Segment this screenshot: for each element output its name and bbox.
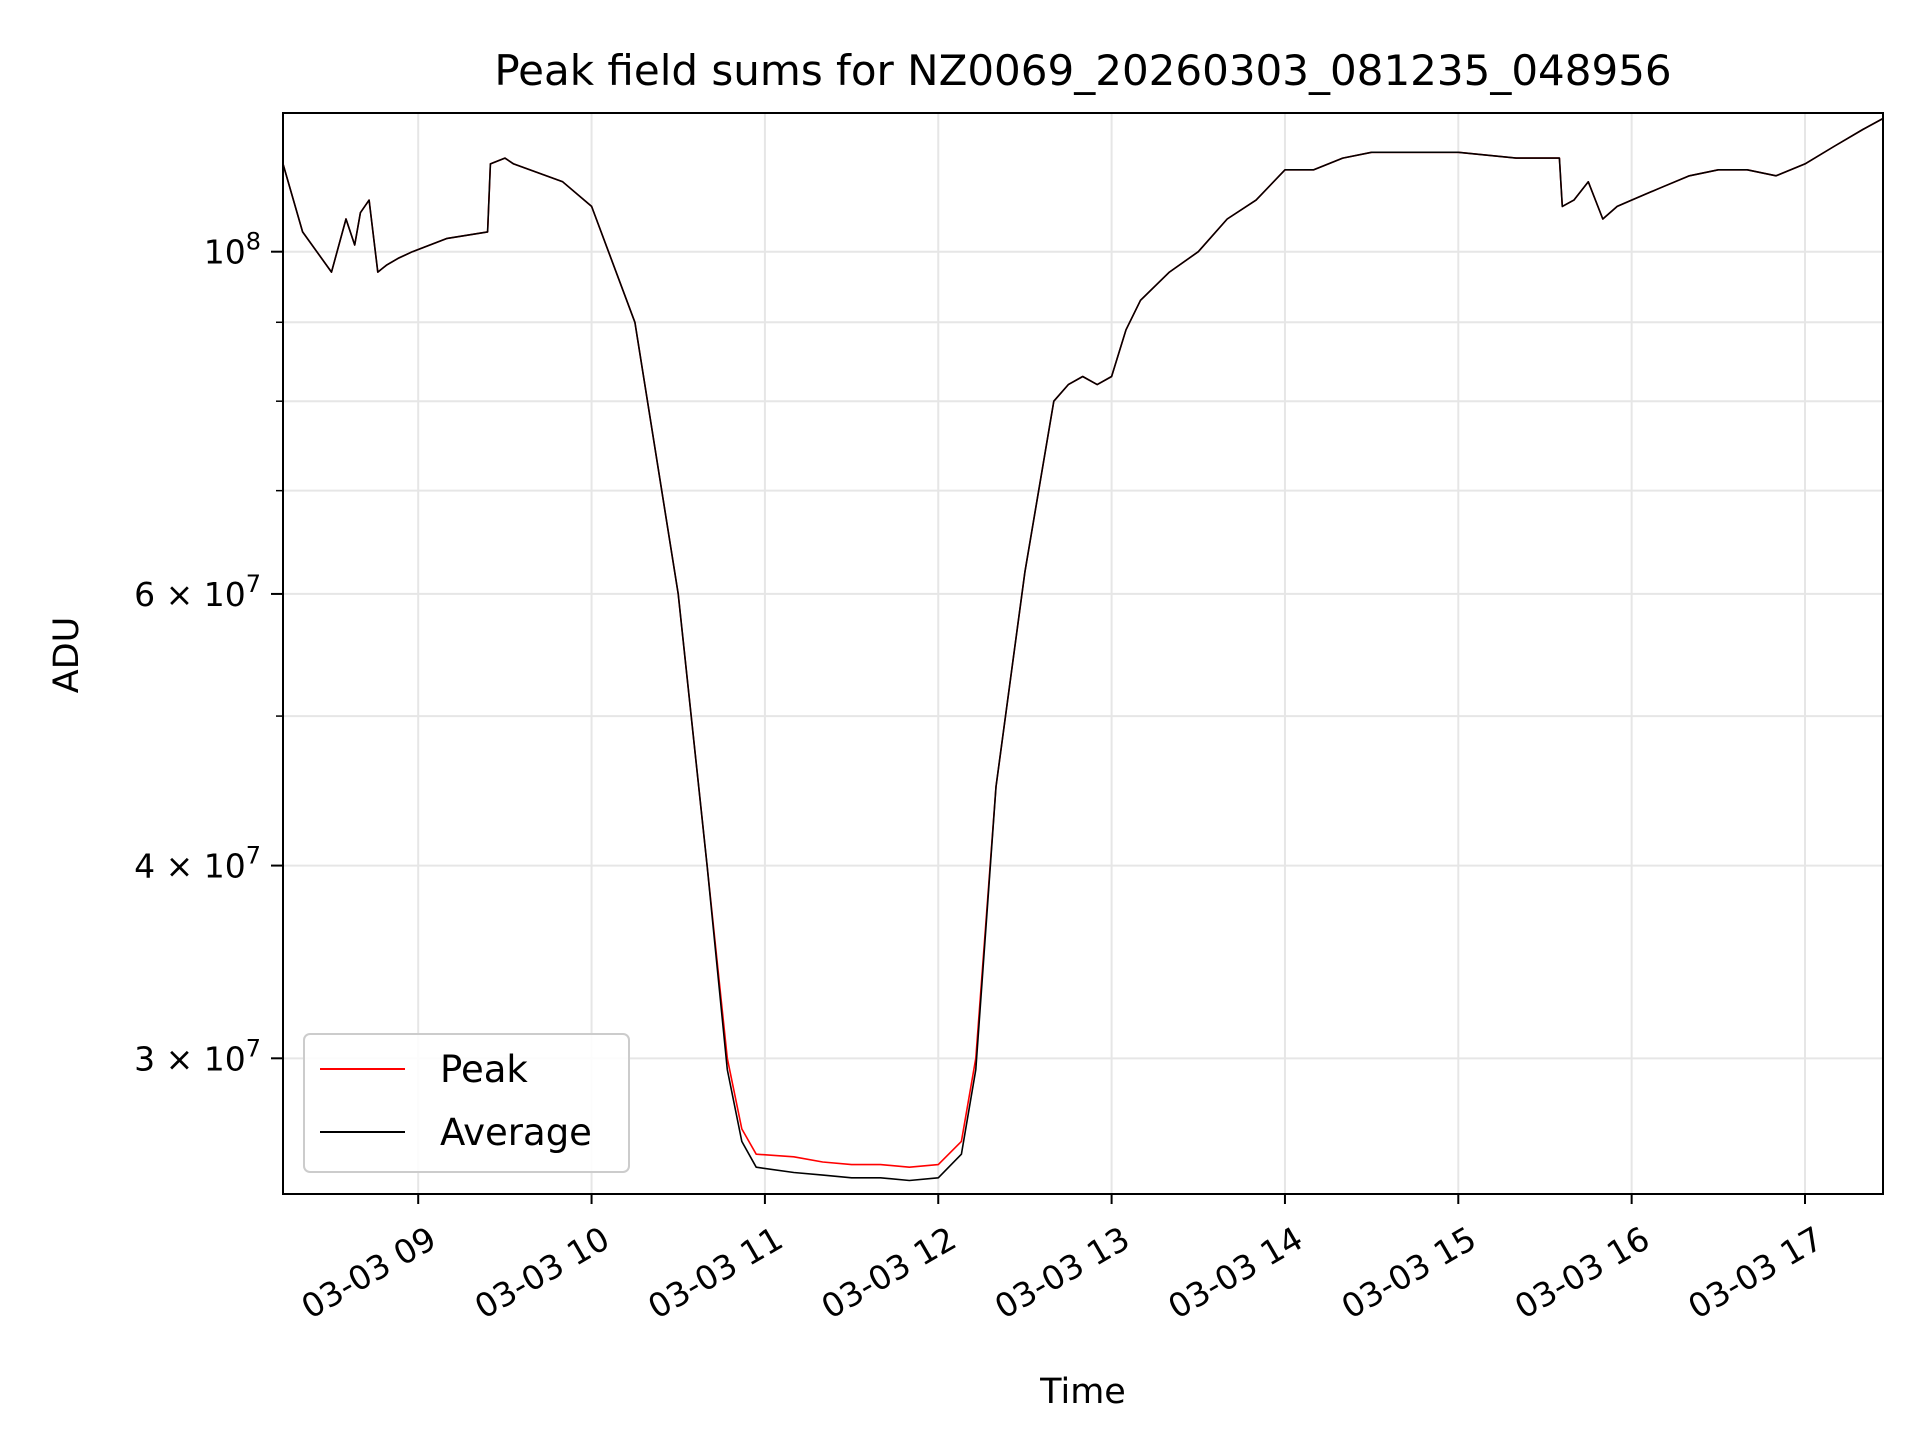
series-lines [282,117,1884,1182]
legend-average-label: Average [440,1111,592,1154]
plot-frame [282,112,1884,1195]
legend: Peak Average [303,1033,630,1173]
chart-title: Peak field sums for NZ0069_20260303_0812… [494,46,1671,95]
x-axis-label: Time [1039,1372,1126,1412]
y-tick-label: 6 × 107 [134,570,261,614]
y-axis: 108 6 × 107 4 × 107 3 × 107 [134,228,283,1078]
grid [283,113,1883,1194]
legend-peak-label: Peak [440,1048,528,1091]
series-line-average [282,117,1884,1182]
y-tick-label: 4 × 107 [134,842,261,886]
y-tick-label: 108 [204,228,261,272]
y-tick-label: 3 × 107 [134,1034,261,1078]
y-axis-label: ADU [47,617,87,694]
